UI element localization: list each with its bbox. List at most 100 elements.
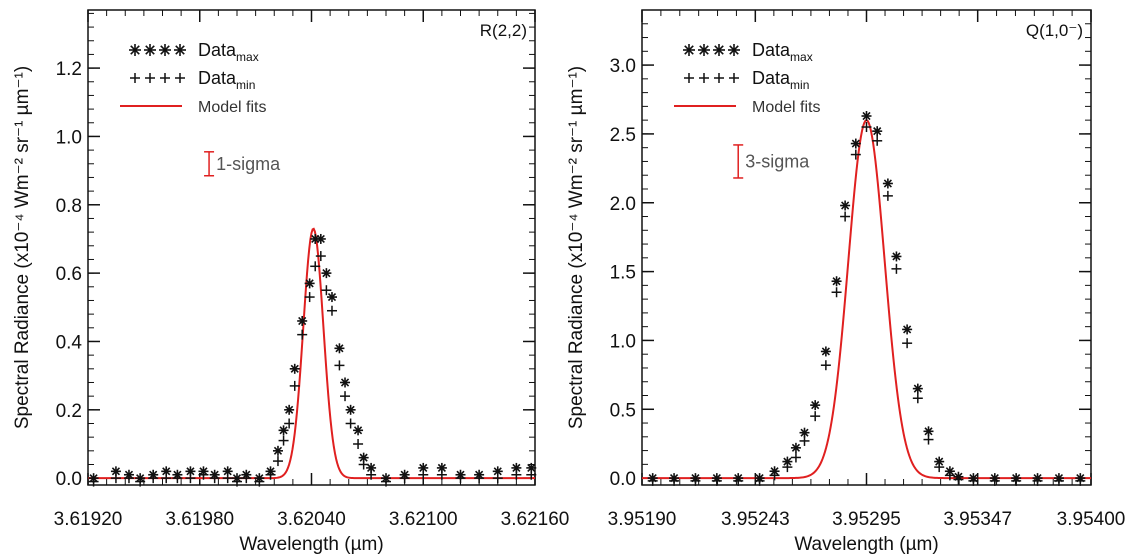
data-min-marker (198, 469, 209, 480)
data-max-marker (831, 276, 842, 287)
legend-min-marker (714, 73, 724, 83)
legend-max-marker (713, 44, 725, 56)
data-min-marker (934, 462, 945, 473)
data-min-marker (1032, 475, 1043, 486)
data-min-marker (891, 263, 902, 274)
data-min-marker (185, 473, 196, 484)
legend-label: Model fits (752, 99, 820, 116)
data-max-marker (923, 426, 934, 437)
data-min-marker (304, 292, 315, 303)
y-tick-label: 0.2 (56, 401, 82, 422)
y-tick-label: 2.5 (610, 125, 636, 146)
data-max-marker (353, 425, 364, 436)
data-min-marker (1011, 475, 1022, 486)
data-min-marker (968, 475, 979, 486)
panel-label: Q(1,0⁻) (1026, 21, 1083, 40)
x-tick-label: 3.95190 (608, 509, 677, 530)
panel-label: R(2,2) (480, 21, 527, 40)
data-min-marker (1075, 475, 1086, 486)
data-min-marker (254, 476, 265, 487)
legend-min-marker (699, 73, 709, 83)
data-min-marker (474, 473, 485, 484)
data-min-marker (733, 475, 744, 486)
data-max-marker (872, 126, 883, 137)
data-min-marker (669, 475, 680, 486)
data-max-marker (492, 466, 503, 477)
data-max-marker (912, 383, 923, 394)
legend-label: Datamax (752, 40, 813, 64)
data-max-marker (278, 425, 289, 436)
data-max-marker (315, 233, 326, 244)
data-min-marker (265, 469, 276, 480)
data-min-marker (232, 476, 242, 487)
data-max-marker (782, 456, 793, 467)
data-min-marker (272, 456, 283, 467)
data-min-marker (110, 473, 121, 484)
data-min-marker (840, 211, 851, 222)
data-min-marker (989, 475, 1000, 486)
data-min-marker (321, 285, 332, 296)
legend-max-marker (728, 44, 740, 56)
data-min-marker (209, 473, 220, 484)
y-tick-label: 0.6 (56, 264, 82, 285)
legend-min-marker (684, 73, 694, 83)
data-max-marker (334, 343, 345, 354)
data-min-marker (511, 469, 522, 480)
legend-min-marker (160, 73, 170, 83)
data-min-marker (278, 435, 289, 446)
data-max-marker (297, 315, 308, 326)
data-min-marker (923, 434, 934, 445)
legend-min-marker (145, 73, 155, 83)
y-axis-title: Spectral Radiance (x10⁻⁴ Wm⁻² sr⁻¹ µm⁻¹) (566, 66, 587, 429)
data-min-marker (284, 418, 295, 429)
data-min-marker (241, 473, 252, 484)
y-tick-label: 3.0 (610, 56, 636, 77)
x-axis-title: Wavelength (µm) (239, 534, 383, 555)
data-max-marker (340, 377, 351, 388)
data-min-marker (1053, 475, 1064, 486)
data-min-marker (526, 469, 537, 480)
panel-2: 3.95190 3.95243 3.95295 3.95347 3.95400 0.0 0.… (566, 9, 1125, 555)
data-min-marker (882, 190, 893, 201)
data-min-marker (810, 411, 821, 422)
data-min-marker (381, 476, 391, 487)
y-tick-label: 0.0 (56, 469, 82, 490)
x-tick-label: 3.95295 (832, 509, 901, 530)
data-min-marker (172, 473, 183, 484)
data-min-marker (647, 475, 658, 486)
data-min-marker (340, 391, 351, 402)
data-max-marker (321, 268, 332, 279)
data-min-marker (326, 305, 337, 316)
y-tick-label: 0.4 (56, 332, 83, 353)
data-min-marker (944, 470, 955, 481)
legend-max-marker (129, 44, 141, 56)
data-min-marker (831, 287, 842, 298)
x-tick-label: 3.62040 (277, 509, 346, 530)
data-min-marker (88, 476, 99, 487)
data-min-marker (123, 473, 134, 484)
data-min-marker (358, 459, 369, 470)
data-max-marker (840, 200, 851, 211)
legend-max-marker (144, 44, 156, 56)
model-fit-line (642, 118, 1091, 480)
legend-label: Datamin (752, 68, 809, 92)
x-tick-label: 3.95347 (943, 509, 1012, 530)
legend-label: Model fits (198, 99, 266, 116)
data-min-marker (782, 462, 793, 473)
data-min-marker (455, 473, 466, 484)
legend-min-marker (729, 73, 739, 83)
data-min-marker (953, 474, 964, 485)
x-tick-label: 3.61920 (54, 509, 123, 530)
x-axis-title: Wavelength (µm) (794, 534, 938, 555)
data-min-marker (345, 418, 356, 429)
data-min-marker (902, 338, 913, 349)
legend-max-marker (698, 44, 710, 56)
plot-frame (87, 9, 536, 486)
data-max-marker (161, 466, 172, 477)
x-tick-label: 3.62160 (501, 509, 570, 530)
sigma-label: 3-sigma (745, 151, 810, 171)
data-min-marker (353, 438, 364, 449)
data-max-marker (810, 400, 821, 411)
y-tick-label: 0.0 (610, 469, 636, 490)
